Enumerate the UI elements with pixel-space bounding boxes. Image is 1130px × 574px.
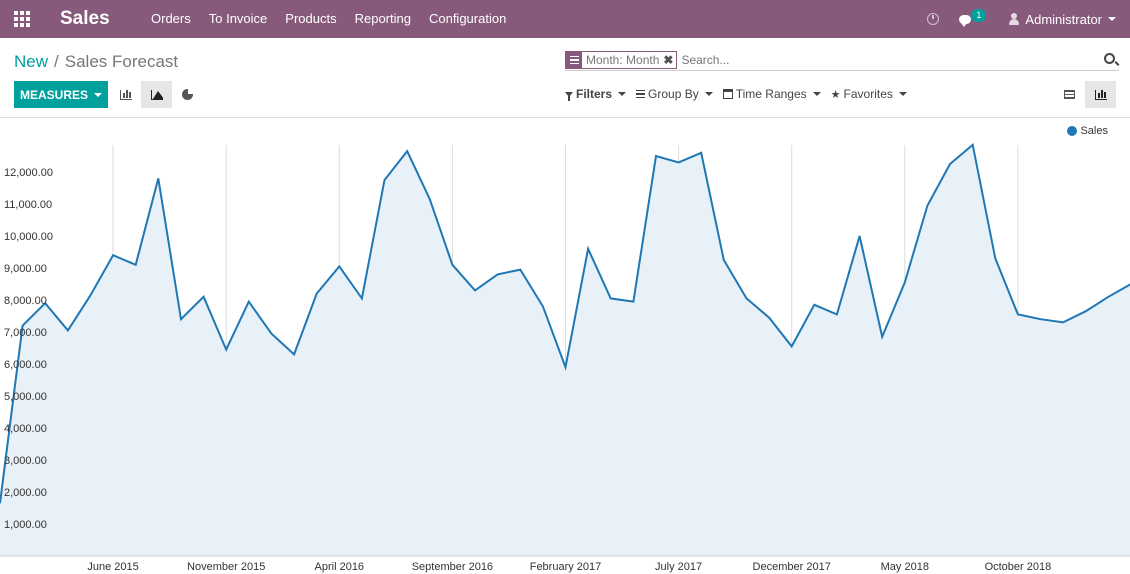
app-title: Sales	[60, 8, 110, 29]
series-line	[0, 142, 1130, 504]
user-name: Administrator	[1025, 11, 1102, 27]
y-tick-label: 1,000.00	[4, 519, 47, 531]
messages-icon[interactable]: 1	[957, 9, 987, 29]
x-tick-label: July 2017	[655, 561, 702, 573]
menu-orders[interactable]: Orders	[151, 11, 191, 26]
close-icon[interactable]: ✖	[663, 53, 674, 67]
line-chart-button[interactable]	[141, 81, 172, 108]
menu-products[interactable]: Products	[285, 11, 337, 26]
bars-icon	[636, 89, 646, 99]
graph-view-button[interactable]	[1085, 81, 1116, 108]
legend[interactable]: Sales	[1067, 125, 1108, 137]
pie-chart-icon	[182, 88, 194, 100]
measures-button[interactable]: MEASURES	[14, 81, 108, 108]
search-input[interactable]	[681, 53, 1082, 67]
facet-label: Month: Month	[586, 53, 660, 67]
chevron-down-icon	[94, 92, 102, 97]
apps-menu-icon[interactable]	[0, 0, 44, 38]
filter-toolbar: Filters Group By Time Ranges ★ Favorites	[565, 87, 917, 101]
y-tick-label: 3,000.00	[4, 455, 47, 467]
table-icon	[1064, 90, 1075, 99]
measures-label: MEASURES	[19, 87, 88, 102]
x-tick-label: April 2016	[315, 561, 365, 573]
y-tick-label: 4,000.00	[4, 423, 47, 435]
chevron-down-icon	[704, 92, 713, 96]
y-tick-label: 2,000.00	[4, 487, 47, 499]
y-tick-label: 12,000.00	[4, 167, 53, 179]
x-tick-label: December 2017	[753, 561, 831, 573]
favorites-label: Favorites	[843, 87, 893, 101]
x-tick-label: September 2016	[412, 561, 493, 573]
chart-type-switcher	[110, 81, 203, 108]
menu-reporting[interactable]: Reporting	[354, 11, 411, 26]
group-by-label: Group By	[648, 87, 699, 101]
view-switcher	[1054, 81, 1116, 108]
y-tick-label: 11,000.00	[4, 199, 52, 211]
y-tick-label: 5,000.00	[4, 391, 47, 403]
main-menu: Orders To Invoice Products Reporting Con…	[142, 0, 515, 38]
x-tick-label: June 2015	[87, 561, 138, 573]
x-tick-label: February 2017	[530, 561, 602, 573]
breadcrumb: New / Sales Forecast	[14, 52, 178, 72]
chart-container: 1,000.00 2,000.00 3,000.00 4,000.00 5,000.00…	[0, 119, 1130, 574]
menu-configuration[interactable]: Configuration	[428, 11, 507, 26]
top-navbar: Sales Orders To Invoice Products Reporti…	[0, 0, 1130, 38]
filter-icon	[565, 91, 573, 101]
y-tick-label: 8,000.00	[4, 295, 47, 307]
group-by-icon	[566, 52, 582, 68]
control-panel: New / Sales Forecast Month: Month ✖ MEASUR…	[0, 38, 1130, 118]
breadcrumb-parent[interactable]: New	[14, 52, 49, 71]
chevron-down-icon	[898, 92, 907, 96]
breadcrumb-separator: /	[54, 52, 59, 71]
legend-dot	[1067, 126, 1078, 136]
pivot-view-button[interactable]	[1054, 81, 1085, 108]
series-area	[0, 144, 1130, 556]
search-icon[interactable]	[1104, 53, 1115, 64]
bar-chart-icon	[1094, 89, 1107, 100]
systray: 1 Administrator	[927, 0, 1130, 38]
pie-chart-button[interactable]	[172, 81, 203, 108]
search-facet: Month: Month ✖	[565, 51, 678, 69]
star-icon: ★	[830, 88, 841, 101]
filters-label: Filters	[576, 87, 613, 101]
y-tick-label: 10,000.00	[4, 231, 53, 243]
y-tick-label: 6,000.00	[4, 359, 47, 371]
time-ranges-label: Time Ranges	[735, 87, 807, 101]
search-bar: Month: Month ✖	[565, 50, 1119, 71]
legend-label: Sales	[1080, 125, 1108, 137]
activity-clock-icon[interactable]	[927, 13, 940, 25]
bar-chart-icon	[119, 89, 132, 100]
bar-chart-button[interactable]	[110, 81, 141, 108]
time-ranges-dropdown[interactable]: Time Ranges	[722, 87, 821, 101]
x-tick-label: May 2018	[881, 561, 929, 573]
chevron-down-icon	[1108, 17, 1116, 21]
chevron-down-icon	[812, 92, 821, 96]
area-chart: 1,000.00 2,000.00 3,000.00 4,000.00 5,000.00…	[0, 142, 1130, 573]
calendar-icon	[722, 89, 733, 99]
x-tick-label: October 2018	[985, 561, 1052, 573]
page-title: Sales Forecast	[64, 52, 179, 71]
area-chart-icon	[150, 89, 163, 100]
favorites-dropdown[interactable]: ★ Favorites	[831, 87, 907, 101]
y-tick-label: 9,000.00	[4, 263, 47, 275]
user-icon	[1009, 13, 1020, 25]
user-menu[interactable]: Administrator	[1009, 12, 1116, 27]
y-tick-label: 7,000.00	[4, 327, 47, 339]
x-tick-label: November 2015	[187, 561, 265, 573]
group-by-dropdown[interactable]: Group By	[636, 87, 713, 101]
menu-to-invoice[interactable]: To Invoice	[208, 11, 268, 26]
filters-dropdown[interactable]: Filters	[565, 87, 627, 101]
messages-badge: 1	[971, 9, 987, 22]
chevron-down-icon	[618, 92, 627, 96]
